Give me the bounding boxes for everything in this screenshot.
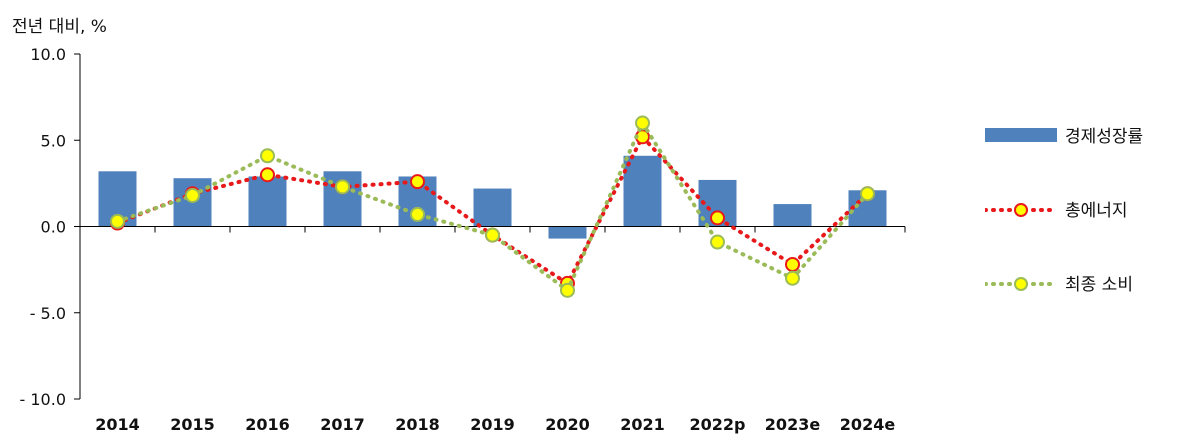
- point-final-consumption-2016: [260, 148, 275, 164]
- legend-label-final-consumption: 최종 소비: [1065, 275, 1133, 295]
- point-total-energy-2016: [260, 167, 275, 183]
- legend-line-swatch-total-energy: [985, 203, 1057, 217]
- x-tick-label-2014: 2014: [95, 415, 140, 434]
- bar-2019: [473, 188, 512, 227]
- bar-2021: [623, 155, 662, 227]
- series-line-final-consumption: [115, 118, 870, 294]
- legend-bar-swatch: [985, 128, 1057, 142]
- point-final-consumption-2021: [635, 115, 650, 131]
- legend-label-gdp: 경제성장률: [1065, 127, 1144, 147]
- y-axis-unit-label: 전년 대비, %: [12, 17, 107, 37]
- legend-line-swatch-final-consumption: [985, 277, 1057, 291]
- point-final-consumption-2017: [335, 179, 350, 195]
- bar-2020: [548, 226, 587, 239]
- point-final-consumption-2018: [410, 206, 425, 222]
- x-tick-label-2020: 2020: [545, 415, 590, 434]
- point-final-consumption-2019: [485, 227, 500, 243]
- x-tick-label-2021: 2021: [620, 415, 665, 434]
- y-tick-label: - 10.0: [20, 390, 66, 409]
- point-total-energy-2023e: [785, 256, 800, 272]
- point-final-consumption-2022p: [710, 234, 725, 250]
- point-final-consumption-2023e: [785, 270, 800, 286]
- x-tick-label-2017: 2017: [320, 415, 365, 434]
- x-tick-label-2018: 2018: [395, 415, 440, 434]
- point-final-consumption-2020: [560, 282, 575, 298]
- bar-2023e: [773, 204, 812, 227]
- point-total-energy-2022p: [710, 210, 725, 226]
- x-tick-label-2022p: 2022p: [690, 415, 746, 434]
- y-tick-label: 10.0: [30, 45, 66, 64]
- x-tick-label-2015: 2015: [170, 415, 215, 434]
- point-final-consumption-2024e: [860, 186, 875, 202]
- x-tick-label-2019: 2019: [470, 415, 515, 434]
- point-final-consumption-2014: [110, 213, 125, 229]
- x-tick-label-2016: 2016: [245, 415, 290, 434]
- y-tick-label: 0.0: [41, 218, 66, 237]
- point-total-energy-2018: [410, 174, 425, 190]
- bar-2016: [248, 176, 287, 227]
- y-tick-label: 5.0: [41, 131, 66, 150]
- x-tick-label-2024e: 2024e: [840, 415, 896, 434]
- y-tick-label: - 5.0: [30, 304, 66, 323]
- legend-label-total-energy: 총에너지: [1065, 201, 1128, 221]
- point-final-consumption-2015: [185, 187, 200, 203]
- x-tick-label-2023e: 2023e: [765, 415, 821, 434]
